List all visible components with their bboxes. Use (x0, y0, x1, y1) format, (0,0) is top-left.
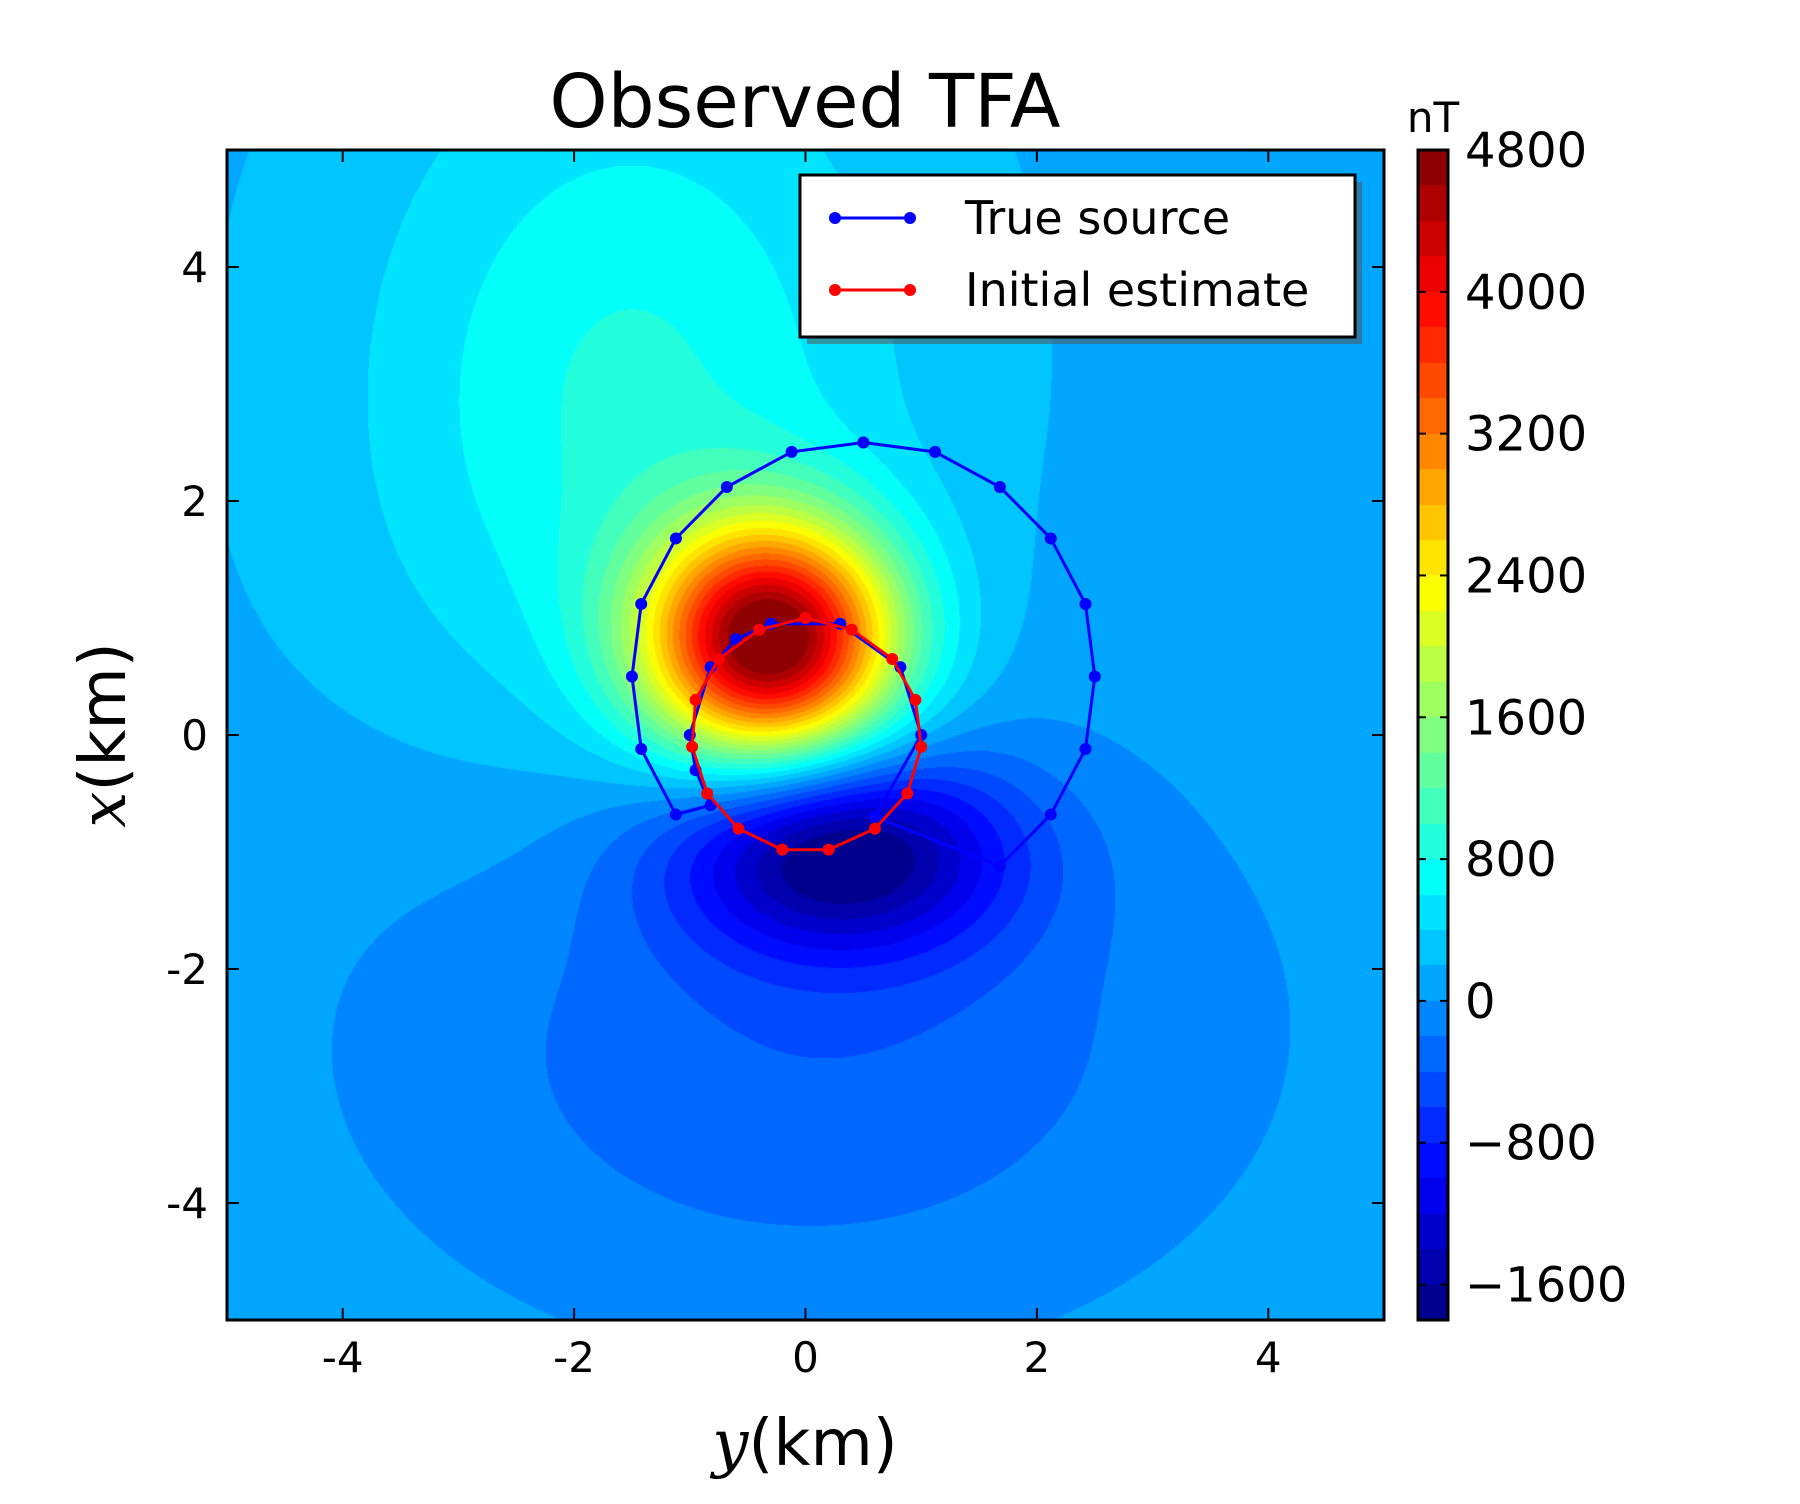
y-tick-label: 4 (181, 243, 208, 292)
colorbar-tick-label: 800 (1465, 832, 1557, 888)
legend-box (798, 173, 1357, 339)
legend-entries: True source Initial estimate (829, 191, 1309, 317)
series-point (868, 810, 881, 823)
colorbar-tick-label: 2400 (1465, 548, 1587, 604)
legend: True source Initial estimate (798, 173, 1362, 344)
y-axis-label: x(km) (67, 642, 141, 827)
legend-entry: Initial estimate (829, 263, 1309, 317)
series-point (785, 445, 798, 458)
x-tick-label: -4 (322, 1333, 364, 1382)
series-point (822, 843, 835, 856)
chart-title: Observed TFA (549, 59, 1061, 145)
colorbar-tick-label: −1600 (1465, 1258, 1627, 1314)
series-point (1044, 808, 1057, 821)
series-point (689, 693, 702, 706)
colorbar: nT 4800 4000 3200 2400 1600 800 0 −800 −1600 (1407, 93, 1627, 1322)
legend-entry: True source (829, 191, 1230, 245)
x-axis-label: y(km) (709, 1407, 898, 1481)
series-point (635, 743, 648, 756)
legend-swatch-point (829, 284, 841, 296)
series-point (625, 670, 638, 683)
series-point (669, 808, 682, 821)
series-initial-estimate (686, 612, 928, 856)
series-point (993, 480, 1006, 493)
y-axis-variable: x (67, 792, 141, 828)
series-point (669, 532, 682, 545)
series-line (690, 616, 923, 852)
y-tick-label: 2 (181, 477, 208, 526)
x-tick-label: -2 (553, 1333, 595, 1382)
x-tick-label: 2 (1024, 1333, 1051, 1382)
colorbar-tick-label: 0 (1465, 974, 1496, 1030)
series-point (720, 480, 733, 493)
series-point (799, 612, 812, 624)
series-point (929, 445, 942, 458)
y-axis-ticks: -4 -2 0 2 4 (166, 243, 1384, 1228)
colorbar-unit: nT (1407, 93, 1460, 142)
series-point (753, 623, 766, 636)
series-point (776, 843, 789, 856)
y-tick-label: 0 (181, 711, 208, 760)
colorbar-tick-label: 4800 (1465, 123, 1587, 179)
colorbar-frame (1416, 148, 1450, 1322)
series-point (993, 860, 1006, 873)
x-axis-variable: y (709, 1407, 749, 1481)
legend-swatch-point (904, 284, 916, 296)
colorbar-ticks: 4800 4000 3200 2400 1600 800 0 −800 −1600 (1418, 123, 1627, 1314)
colorbar-gradient (1418, 150, 1448, 1320)
field-heatmap (227, 150, 1384, 1320)
series-point (845, 623, 858, 636)
x-tick-label: 0 (792, 1333, 819, 1382)
x-tick-label: 4 (1255, 1333, 1282, 1382)
legend-swatch-point (904, 212, 916, 224)
series-point (909, 693, 922, 706)
y-tick-label: -2 (166, 945, 208, 994)
colorbar-tick-label: 4000 (1465, 265, 1587, 321)
legend-label: Initial estimate (965, 263, 1309, 317)
colorbar-tick-label: 3200 (1465, 407, 1587, 463)
series-point (868, 822, 881, 835)
y-axis-unit: (km) (67, 642, 141, 791)
series-point (1079, 743, 1092, 756)
series-point (1088, 670, 1101, 683)
series-layer (625, 436, 1101, 873)
x-axis-ticks: -4 -2 0 2 4 (322, 150, 1282, 1382)
series-point (635, 597, 648, 610)
series-point (701, 787, 714, 800)
series-point (1044, 532, 1057, 545)
x-axis-unit: (km) (748, 1407, 897, 1481)
series-point (857, 436, 870, 449)
legend-swatch-point (829, 212, 841, 224)
series-point (712, 652, 725, 665)
series-point (901, 787, 914, 800)
series-point (915, 740, 928, 753)
series-point (730, 633, 743, 646)
series-point (732, 822, 745, 835)
colorbar-tick-label: −800 (1465, 1116, 1597, 1172)
series-point (1079, 597, 1092, 610)
plot-area: -4 -2 0 2 4 -4 -2 0 2 4 (166, 148, 1386, 1382)
y-tick-label: -4 (166, 1179, 208, 1228)
legend-label: True source (964, 191, 1230, 245)
series-point (686, 740, 699, 753)
series-point (886, 652, 899, 665)
colorbar-tick-label: 1600 (1465, 690, 1587, 746)
series-true-source (625, 436, 1101, 873)
